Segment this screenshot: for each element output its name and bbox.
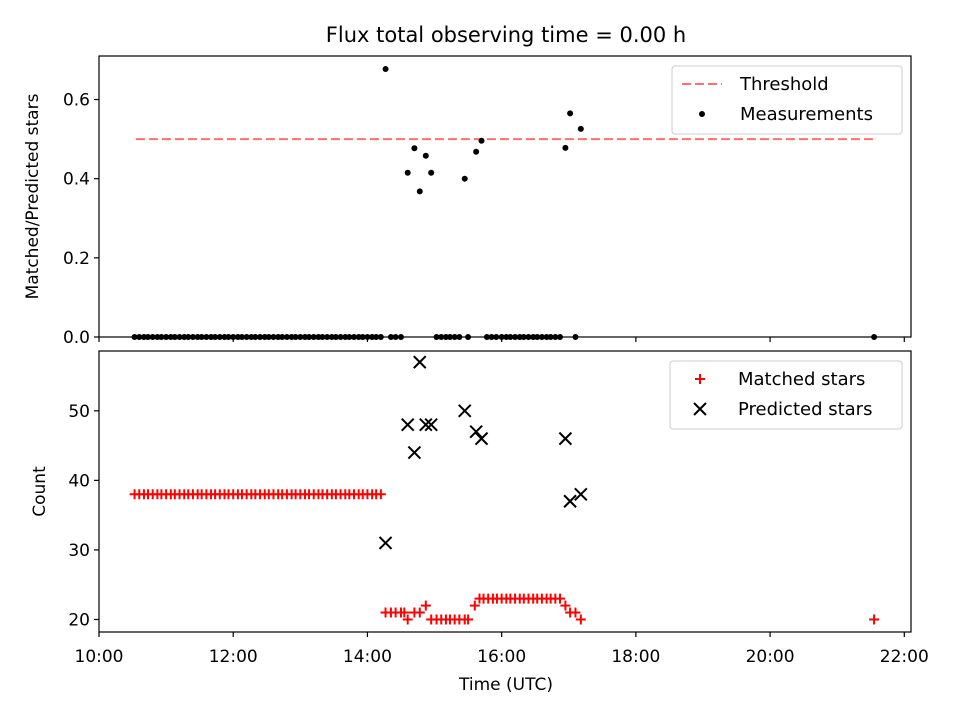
x-tick-label: 18:00 [611, 647, 660, 667]
data-point-b [400, 418, 415, 432]
ratio-panel: 0.0 0.2 0.4 0.6 Matched/Predicted stars Thres… [23, 55, 912, 348]
series-predicted-stars [378, 355, 588, 550]
data-point [558, 431, 573, 446]
plot-frame [98, 350, 912, 633]
data-point [567, 110, 574, 117]
y-tick-label: 0.2 [63, 249, 90, 269]
data-point [469, 424, 483, 439]
x-tick-label: 10:00 [75, 647, 124, 667]
x-tick-label: 22:00 [880, 647, 929, 667]
y-tick-label: 30 [68, 541, 90, 561]
plot-frame [98, 55, 912, 338]
data-point [869, 614, 880, 625]
y-tick-label: 20 [68, 610, 90, 630]
legend-label: Measurements [740, 104, 873, 125]
data-point [399, 607, 410, 618]
data-point [575, 614, 586, 625]
legend-box [669, 360, 903, 430]
data-point [375, 489, 386, 500]
x-axis-label: Time (UTC) [458, 675, 553, 695]
data-point [577, 125, 584, 132]
data-point [461, 175, 468, 182]
data-point [574, 487, 588, 501]
y-tick-label: 50 [68, 402, 90, 422]
data-point-b [419, 418, 433, 432]
legend-label: Threshold [739, 74, 829, 95]
y-tick-label: 0.4 [63, 170, 90, 190]
chart-title: Flux total observing time = 0.00 h [326, 23, 686, 47]
data-point-b [407, 445, 422, 460]
legend: Matched stars Predicted stars [669, 360, 903, 430]
data-point-b [424, 418, 438, 432]
y-tick-label: 0.0 [63, 328, 90, 348]
y-axis-label: Matched/Predicted stars [23, 93, 43, 299]
data-point [414, 607, 425, 618]
data-point [570, 607, 581, 618]
data-point [458, 404, 472, 418]
data-point [562, 144, 569, 151]
data-point [424, 418, 438, 432]
data-point [402, 614, 413, 625]
data-point [382, 66, 389, 73]
x-tick-label: 20:00 [746, 647, 795, 667]
data-point [555, 593, 566, 604]
data-point [428, 169, 435, 176]
data-point [474, 431, 489, 446]
legend: Threshold Measurements [671, 65, 903, 135]
data-point-b [413, 355, 427, 369]
data-point [563, 494, 577, 508]
data-point-b [469, 424, 483, 439]
legend-marker-b [693, 402, 707, 416]
data-point [378, 536, 393, 550]
data-point [420, 600, 431, 611]
y-axis-label: Count [30, 466, 50, 517]
data-point [463, 614, 474, 625]
series-matched-stars [129, 489, 880, 625]
legend-marker [693, 402, 707, 416]
data-point [416, 188, 423, 195]
legend-label: Predicted stars [738, 399, 872, 420]
count-panel: 20 30 40 50 10:00 12:00 14:00 16:00 18:00 20:00 22… [30, 350, 929, 667]
data-point [411, 145, 418, 152]
data-point [419, 418, 433, 432]
y-tick-label: 0.6 [63, 91, 90, 111]
data-point [413, 355, 427, 369]
data-point [473, 148, 480, 155]
data-point-b [563, 494, 577, 508]
data-point [560, 600, 571, 611]
data-point [469, 600, 480, 611]
data-point-b [378, 536, 393, 550]
legend-box [671, 65, 903, 135]
x-tick-label: 14:00 [343, 647, 392, 667]
x-tick-label: 12:00 [209, 647, 258, 667]
x-tick-label: 16:00 [477, 647, 526, 667]
data-point [478, 137, 485, 144]
legend-marker [695, 374, 705, 384]
y-tick-label: 40 [68, 471, 90, 491]
legend-marker [699, 111, 705, 117]
legend-label: Matched stars [738, 369, 865, 390]
data-point-b [474, 431, 489, 446]
data-point-b [558, 431, 573, 446]
data-point [404, 169, 411, 176]
data-point [400, 418, 415, 432]
data-point [422, 152, 429, 159]
data-point [407, 445, 422, 460]
data-point-b [458, 404, 472, 418]
data-point-b [574, 487, 588, 501]
